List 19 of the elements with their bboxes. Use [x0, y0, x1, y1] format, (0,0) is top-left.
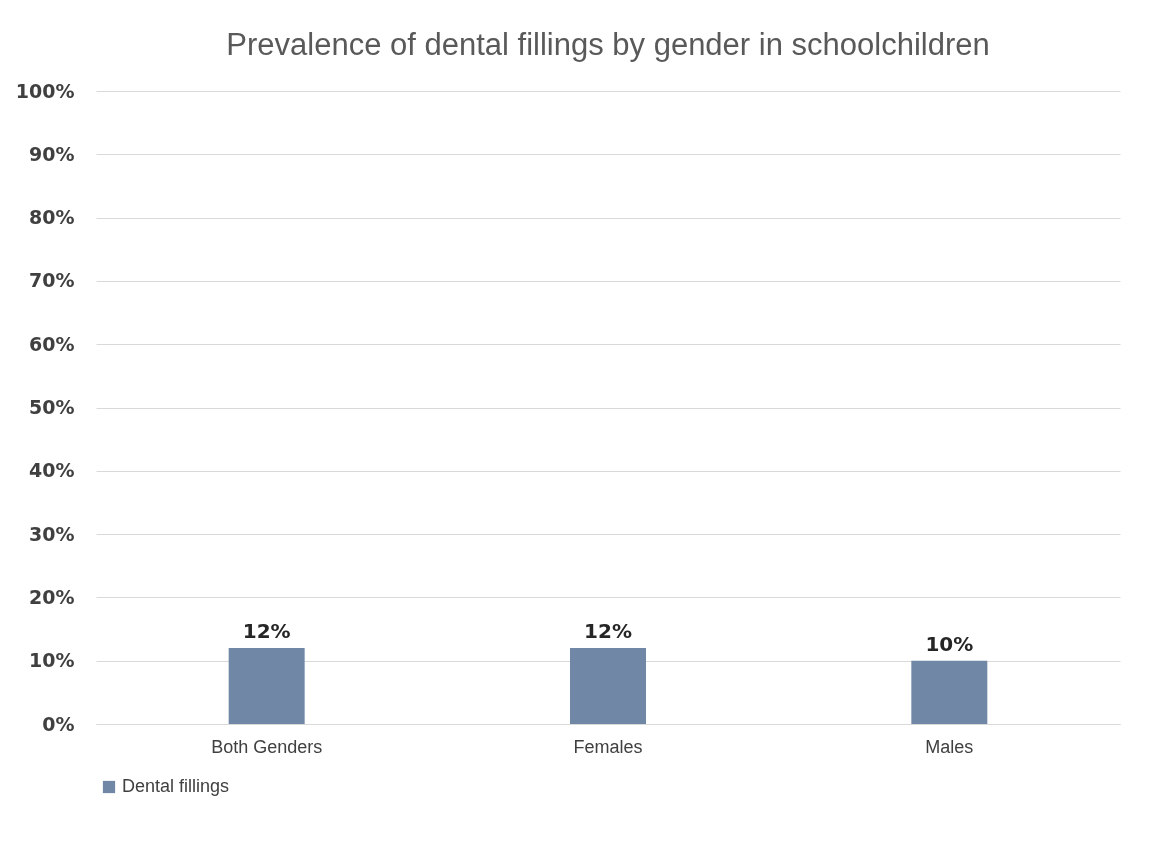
y-tick-label: 60%	[29, 332, 75, 355]
y-tick-label: 90%	[29, 142, 75, 165]
y-tick-label: 70%	[29, 269, 75, 292]
x-tick-label: Both Genders	[211, 736, 323, 757]
y-tick-label: 10%	[29, 649, 75, 672]
y-tick-label: 50%	[29, 396, 75, 418]
data-label: 12%	[584, 619, 632, 644]
x-tick-label: Females	[573, 736, 643, 757]
x-tick-label: Males	[925, 736, 974, 757]
y-tick-label: 0%	[42, 712, 75, 735]
y-tick-label: 20%	[29, 585, 75, 608]
y-tick-label: 80%	[29, 206, 75, 229]
data-label: 10%	[925, 631, 974, 656]
y-tick-label: 40%	[29, 459, 75, 482]
y-tick-label: 30%	[29, 522, 75, 545]
data-label: 12%	[242, 619, 291, 644]
y-tick-label: 100%	[15, 79, 75, 102]
legend-label: Dental fillings	[122, 776, 230, 796]
chart-title: Prevalence of dental fillings by gender in schoolchildren	[226, 27, 990, 62]
